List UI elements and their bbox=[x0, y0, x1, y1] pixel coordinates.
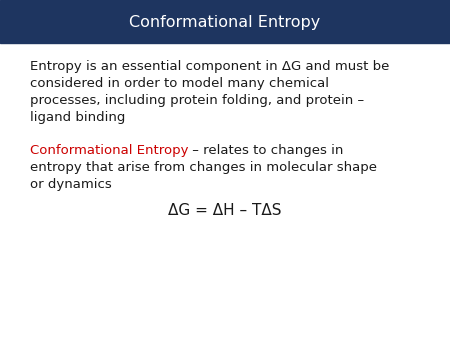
Text: considered in order to model many chemical: considered in order to model many chemic… bbox=[30, 77, 329, 90]
Text: Conformational Entropy: Conformational Entropy bbox=[30, 144, 189, 157]
Text: or dynamics: or dynamics bbox=[30, 178, 112, 191]
Text: ΔG = ΔH – TΔS: ΔG = ΔH – TΔS bbox=[168, 203, 282, 218]
Bar bbox=[0, 0, 450, 43]
Text: Conformational Entropy: Conformational Entropy bbox=[130, 15, 320, 29]
Text: Entropy is an essential component in ΔG and must be: Entropy is an essential component in ΔG … bbox=[30, 60, 389, 73]
Text: entropy that arise from changes in molecular shape: entropy that arise from changes in molec… bbox=[30, 161, 377, 174]
Text: processes, including protein folding, and protein –: processes, including protein folding, an… bbox=[30, 94, 364, 107]
Text: ligand binding: ligand binding bbox=[30, 111, 126, 124]
Text: – relates to changes in: – relates to changes in bbox=[189, 144, 344, 157]
